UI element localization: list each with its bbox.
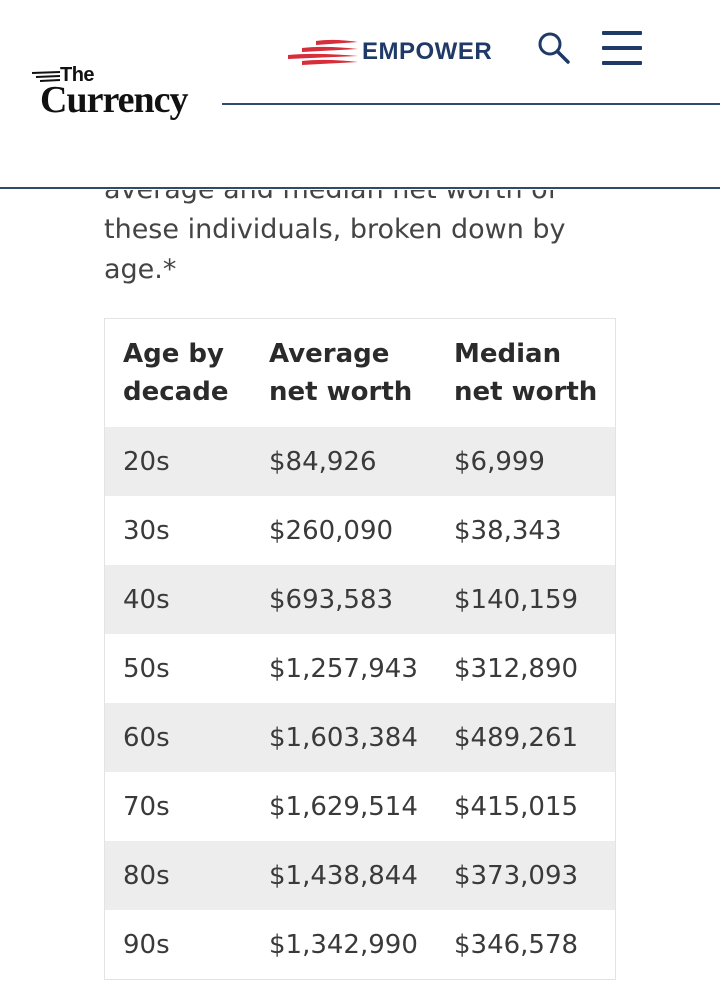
median-cell: $489,261: [436, 703, 615, 772]
age-cell: 20s: [105, 427, 251, 496]
article-line: age.*: [104, 254, 177, 285]
age-cell: 50s: [123, 653, 170, 684]
article-line: these individuals, broken down by: [104, 214, 566, 245]
average-cell: $693,583: [251, 565, 436, 634]
search-icon: [538, 32, 570, 64]
header-bottom-border: [0, 187, 720, 189]
wings-icon: [32, 71, 61, 82]
median-cell: $38,343: [454, 515, 562, 546]
median-cell: $415,015: [454, 791, 579, 822]
average-cell: $1,603,384: [251, 703, 436, 772]
table-row: 20s $84,926 $6,999: [105, 427, 615, 496]
search-button[interactable]: [536, 30, 572, 66]
average-cell: $260,090: [269, 515, 394, 546]
age-cell: 30s: [123, 515, 170, 546]
age-cell: 70s: [123, 791, 170, 822]
average-cell: $84,926: [251, 427, 436, 496]
table-row: 60s $1,603,384 $489,261: [105, 703, 615, 772]
table-header-row: Age by decade Average net worth Median n…: [105, 319, 615, 427]
average-cell: $1,629,514: [269, 791, 418, 822]
age-cell: 90s: [123, 929, 170, 960]
empower-brand-text: EMPOWER: [362, 38, 493, 65]
column-header-age: Age by decade: [123, 339, 229, 407]
logo-the-text: The: [60, 64, 95, 86]
age-cell: 60s: [105, 703, 251, 772]
the-currency-logo[interactable]: The Currency: [32, 64, 222, 124]
column-header-average: Average net worth: [269, 339, 413, 407]
net-worth-table: Age by decade Average net worth Median n…: [104, 318, 616, 980]
empower-brand-link[interactable]: EMPOWER: [286, 34, 492, 70]
median-cell: $6,999: [436, 427, 615, 496]
hamburger-menu-icon: [602, 31, 642, 35]
average-cell: $1,257,943: [269, 653, 418, 684]
average-cell: $1,438,844: [251, 841, 436, 910]
column-header-median: Median net worth: [454, 339, 598, 407]
median-cell: $346,578: [454, 929, 579, 960]
average-cell: $1,342,990: [269, 929, 418, 960]
flag-stripes-icon: [288, 39, 358, 65]
hamburger-menu-icon: [602, 61, 642, 65]
table-row: 40s $693,583 $140,159: [105, 565, 615, 634]
hamburger-menu-icon: [602, 46, 642, 50]
table-row: 50s $1,257,943 $312,890: [105, 634, 615, 703]
table-row: 70s $1,629,514 $415,015: [105, 772, 615, 841]
median-cell: $140,159: [436, 565, 615, 634]
menu-button[interactable]: [600, 30, 644, 68]
age-cell: 80s: [105, 841, 251, 910]
header-divider: [222, 103, 720, 105]
site-header: The Currency EMPOWER: [0, 0, 720, 190]
median-cell: $312,890: [454, 653, 579, 684]
age-cell: 40s: [105, 565, 251, 634]
median-cell: $373,093: [436, 841, 615, 910]
logo-currency-text: Currency: [40, 79, 188, 121]
table-row: 30s $260,090 $38,343: [105, 496, 615, 565]
table-row: 90s $1,342,990 $346,578: [105, 910, 615, 979]
table-row: 80s $1,438,844 $373,093: [105, 841, 615, 910]
